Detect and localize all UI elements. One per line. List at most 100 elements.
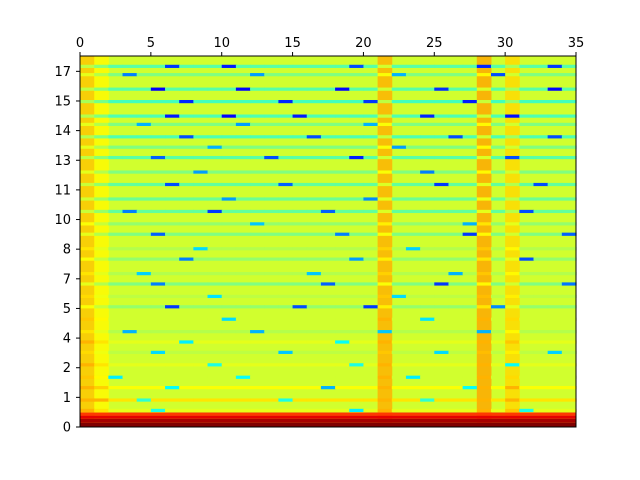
band-cell — [235, 350, 251, 354]
band-cell — [235, 64, 251, 68]
band-cell — [306, 209, 322, 214]
band-cell — [476, 340, 492, 344]
band-cell — [476, 73, 492, 77]
band-cell — [150, 363, 166, 367]
band-cell — [547, 398, 563, 402]
band-cell — [278, 209, 294, 214]
band-cell — [179, 340, 194, 344]
band-cell — [547, 155, 563, 160]
band-cell — [476, 114, 492, 118]
band-cell — [235, 247, 251, 251]
band-cell — [122, 317, 138, 321]
band-cell — [349, 282, 365, 286]
low-frequency-band — [80, 415, 576, 419]
band-cell — [221, 350, 237, 354]
band-cell — [420, 350, 435, 354]
band-cell — [80, 330, 95, 334]
band-cell — [405, 398, 421, 402]
band-cell — [80, 135, 95, 139]
band-cell — [519, 197, 535, 201]
band-cell — [136, 330, 152, 334]
band-cell — [136, 398, 152, 402]
band-cell — [207, 408, 223, 413]
band-cell — [264, 87, 279, 91]
band-cell — [165, 114, 180, 118]
band-cell — [335, 99, 350, 104]
band-cell — [179, 232, 194, 236]
band-cell — [505, 232, 520, 236]
onset-column — [80, 56, 95, 427]
band-cell — [547, 247, 563, 251]
band-cell — [165, 330, 180, 334]
band-cell — [476, 330, 492, 334]
band-cell — [335, 155, 350, 160]
band-cell — [363, 257, 379, 261]
band-cell — [519, 155, 535, 160]
band-cell — [250, 64, 265, 68]
band-cell — [505, 87, 520, 91]
band-cell — [476, 272, 492, 276]
band-cell — [448, 145, 464, 149]
band-cell — [292, 272, 308, 276]
band-cell — [448, 375, 464, 379]
y-tick-label: 13 — [54, 154, 71, 169]
band-cell — [136, 155, 152, 160]
band-cell — [150, 294, 166, 299]
band-cell — [235, 222, 251, 226]
band-cell — [519, 398, 535, 402]
band-cell — [292, 340, 308, 344]
band-cell — [292, 155, 308, 160]
band-cell — [80, 375, 95, 379]
band-cell — [519, 114, 535, 118]
band-cell — [250, 232, 265, 236]
band-cell — [377, 317, 393, 321]
band-cell — [150, 340, 166, 344]
band-cell — [547, 408, 563, 413]
band-cell — [561, 375, 577, 379]
band-cell — [165, 197, 180, 201]
band-cell — [377, 408, 393, 413]
band-cell — [547, 114, 563, 118]
band-cell — [278, 170, 294, 174]
plot-area — [80, 56, 577, 427]
band-cell — [150, 282, 166, 286]
band-cell — [278, 386, 294, 390]
band-cell — [434, 73, 450, 77]
band-cell — [122, 222, 138, 226]
band-cell — [547, 272, 563, 276]
band-cell — [292, 209, 308, 214]
band-cell — [547, 222, 563, 226]
band-cell — [335, 114, 350, 118]
band-cell — [533, 155, 549, 160]
band-cell — [490, 350, 506, 354]
band-cell — [490, 363, 506, 367]
band-cell — [306, 340, 322, 344]
band-cell — [377, 330, 393, 334]
band-cell — [250, 317, 265, 321]
band-cell — [292, 305, 308, 309]
band-cell — [165, 135, 180, 139]
band-cell — [405, 222, 421, 226]
band-cell — [462, 317, 478, 321]
band-cell — [533, 222, 549, 226]
band-cell — [150, 122, 166, 126]
band-cell — [306, 170, 322, 174]
band-cell — [547, 73, 563, 77]
band-cell — [547, 386, 563, 390]
band-cell — [250, 135, 265, 139]
band-cell — [434, 145, 450, 149]
band-cell — [306, 145, 322, 149]
band-cell — [476, 350, 492, 354]
band-cell — [292, 257, 308, 261]
y-tick-label: 17 — [54, 65, 71, 80]
band-cell — [462, 294, 478, 299]
band-cell — [476, 317, 492, 321]
band-cell — [80, 64, 95, 68]
band-cell — [136, 232, 152, 236]
x-tick-label: 30 — [497, 36, 514, 51]
band-cell — [150, 350, 166, 354]
band-cell — [349, 375, 365, 379]
band-cell — [420, 87, 435, 91]
band-cell — [136, 222, 152, 226]
band-cell — [533, 182, 549, 187]
